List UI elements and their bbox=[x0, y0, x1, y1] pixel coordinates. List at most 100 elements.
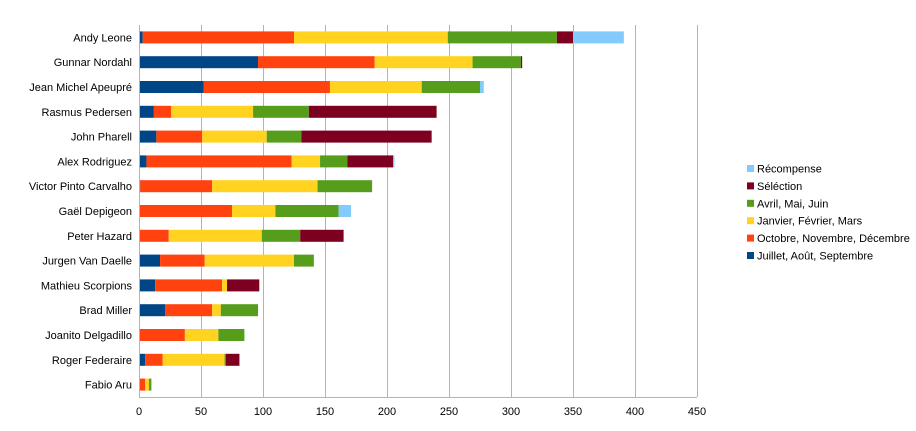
legend-label: Avril, Mai, Juin bbox=[757, 198, 828, 210]
bar-segment bbox=[224, 353, 226, 366]
y-category-label: Rasmus Pedersen bbox=[42, 107, 133, 119]
bar-segment bbox=[160, 254, 205, 267]
bar-segment bbox=[347, 155, 394, 168]
legend-label: Octobre, Novembre, Décembre bbox=[757, 233, 910, 245]
bar-segment bbox=[556, 31, 573, 44]
bar-segment bbox=[294, 31, 448, 44]
bar-segment bbox=[139, 81, 204, 93]
legend-label: Juillet, Août, Septembre bbox=[757, 251, 873, 263]
y-category-label: Andy Leone bbox=[73, 32, 132, 44]
bar-segment bbox=[291, 155, 321, 168]
bar-series-group bbox=[139, 31, 624, 391]
y-category-label: Jean Michel Apeupré bbox=[29, 82, 132, 94]
bar-segment bbox=[203, 81, 330, 93]
x-tick-label: 250 bbox=[440, 406, 458, 418]
x-tick-label: 100 bbox=[254, 406, 272, 418]
bar-segment bbox=[232, 205, 276, 217]
bar-segment bbox=[480, 81, 484, 93]
legend-swatch bbox=[747, 182, 754, 190]
x-tick-label: 200 bbox=[378, 406, 396, 418]
y-category-label: Gunnar Nordahl bbox=[54, 57, 132, 69]
bar-segment bbox=[317, 180, 373, 193]
bar-segment bbox=[329, 81, 422, 93]
bar-segment bbox=[142, 31, 294, 44]
y-category-label: Roger Federaire bbox=[52, 355, 132, 367]
bar-segment bbox=[139, 304, 166, 317]
bar-segment bbox=[258, 56, 375, 69]
bar-segment bbox=[139, 378, 146, 391]
bar-segment bbox=[338, 205, 352, 217]
bar-segment bbox=[520, 56, 523, 69]
bar-segment bbox=[139, 279, 156, 292]
bar-segment bbox=[162, 353, 225, 366]
bar-segment bbox=[266, 130, 302, 143]
legend-swatch bbox=[747, 199, 754, 207]
bar-segment bbox=[202, 130, 267, 143]
bar-segment bbox=[155, 279, 223, 292]
bar-segment bbox=[184, 329, 219, 341]
y-category-label: Joanito Delgadillo bbox=[45, 330, 132, 342]
legend-swatch bbox=[747, 217, 754, 225]
y-category-label: John Pharell bbox=[71, 132, 132, 144]
bar-segment bbox=[212, 180, 318, 193]
legend-swatch bbox=[747, 165, 754, 172]
legend-label: Janvier, Février, Mars bbox=[757, 216, 863, 228]
x-tick-label: 350 bbox=[564, 406, 582, 418]
bar-segment bbox=[374, 56, 473, 69]
bar-segment bbox=[393, 155, 395, 168]
y-category-label: Victor Pinto Carvalho bbox=[29, 181, 132, 193]
bar-segment bbox=[146, 155, 292, 168]
bar-segment bbox=[145, 353, 163, 366]
bar-segment bbox=[145, 378, 149, 391]
bar-segment bbox=[139, 130, 157, 143]
bar-segment bbox=[212, 304, 221, 317]
legend-swatch bbox=[747, 234, 754, 242]
bar-segment bbox=[222, 279, 228, 292]
bar-segment bbox=[139, 155, 147, 168]
y-category-label: Gaël Depigeon bbox=[59, 206, 132, 218]
bar-segment bbox=[139, 254, 161, 267]
bar-segment bbox=[218, 329, 245, 341]
y-category-label: Peter Hazard bbox=[67, 231, 132, 243]
bar-segment bbox=[139, 31, 143, 44]
x-tick-label: 150 bbox=[316, 406, 334, 418]
y-category-label: Brad Miller bbox=[79, 305, 132, 317]
bar-segment bbox=[261, 229, 301, 242]
x-tick-label: 400 bbox=[626, 406, 644, 418]
y-category-label: Mathieu Scorpions bbox=[41, 280, 133, 292]
legend-swatch bbox=[747, 252, 754, 259]
x-tick-label: 450 bbox=[688, 406, 706, 418]
bar-segment bbox=[171, 105, 254, 118]
bar-segment bbox=[204, 254, 294, 267]
legend: Récompense Séléction Avril, Mai, Juin Janvi… bbox=[747, 164, 910, 263]
bar-segment bbox=[168, 229, 262, 242]
bar-segment bbox=[139, 105, 154, 118]
bar-segment bbox=[225, 353, 240, 366]
bar-segment bbox=[421, 81, 480, 93]
bar-segment bbox=[472, 56, 521, 69]
legend-label: Séléction bbox=[757, 181, 802, 193]
bar-segment bbox=[139, 329, 185, 341]
y-category-label: Alex Rodriguez bbox=[57, 156, 132, 168]
bar-segment bbox=[139, 205, 232, 217]
legend-label: Récompense bbox=[757, 164, 822, 176]
bar-segment bbox=[156, 130, 203, 143]
y-category-label: Jurgen Van Daelle bbox=[42, 256, 132, 268]
bar-segment bbox=[140, 180, 213, 193]
y-axis: Andy Leone Gunnar Nordahl Jean Michel Apeu… bbox=[29, 32, 133, 391]
bar-segment bbox=[139, 56, 259, 69]
bar-segment bbox=[275, 205, 339, 217]
bar-segment bbox=[148, 378, 152, 391]
bar-segment bbox=[139, 229, 169, 242]
bar-segment bbox=[300, 229, 344, 242]
bar-segment bbox=[294, 254, 314, 267]
bar-segment bbox=[153, 105, 172, 118]
y-category-label: Fabio Aru bbox=[85, 380, 132, 392]
x-axis: 0 50 100 150 200 250 300 350 400 450 bbox=[136, 25, 706, 418]
bar-segment bbox=[320, 155, 348, 168]
x-tick-label: 0 bbox=[136, 406, 142, 418]
bar-segment bbox=[165, 304, 213, 317]
bar-segment bbox=[301, 130, 432, 143]
bar-segment bbox=[227, 279, 260, 292]
